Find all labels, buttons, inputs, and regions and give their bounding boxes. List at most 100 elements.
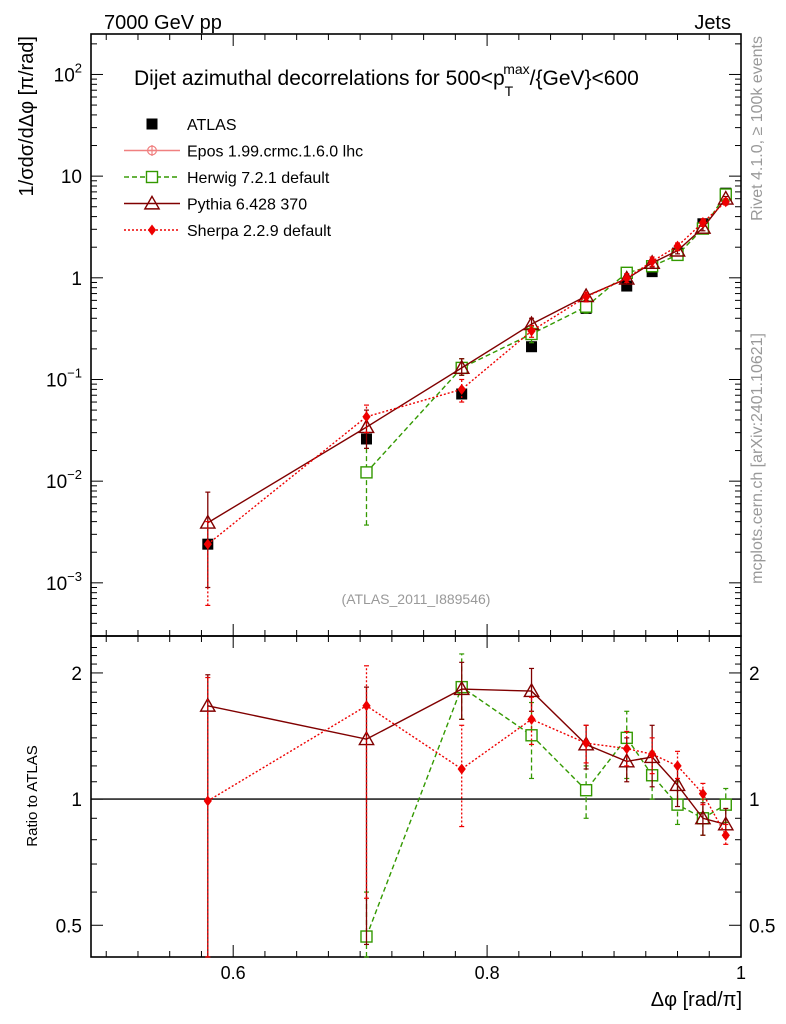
legend-item: ATLAS (146, 117, 237, 134)
marker-diamond (362, 411, 371, 423)
axis-ticks (91, 34, 741, 957)
legend-label: Pythia 6.428 370 (187, 197, 307, 214)
rivet-label: Rivet 4.1.0, ≥ 100k events (749, 36, 766, 221)
y-tick-label: 102 (54, 60, 82, 86)
chart-title-main: Dijet azimuthal decorrelations for 500<p (134, 67, 505, 90)
marker-triangle (453, 359, 471, 374)
marker-diamond (147, 224, 157, 236)
marker-diamond (721, 829, 730, 841)
y-tick-label-base: 10 (54, 65, 75, 86)
marker-square (526, 341, 538, 353)
main-series-herwig (360, 188, 732, 526)
mcplots-label: mcplots.cern.ch [arXiv:2401.10621] (749, 333, 766, 584)
series-line (207, 704, 727, 836)
marker-triangle (618, 752, 636, 768)
legend-label: ATLAS (187, 117, 237, 134)
y-tick-label: 10−1 (46, 365, 82, 391)
y-tick-label-exp: −1 (67, 365, 82, 380)
y-tick-label: 10−3 (46, 569, 82, 595)
y-tick-label: 10 (61, 167, 82, 188)
x-tick-label: 0.6 (221, 963, 246, 983)
marker-diamond (362, 700, 371, 712)
series-line (365, 686, 727, 937)
marker-diamond (527, 713, 536, 725)
marker-triangle (143, 194, 161, 210)
marker-diamond (527, 325, 536, 337)
ratio-tick-label-right: 1 (749, 790, 760, 811)
ratio-tick-label-left: 2 (71, 664, 82, 685)
y-tick-label: 1 (71, 269, 82, 290)
marker-diamond (203, 538, 212, 550)
x-tick-label: 1 (736, 963, 746, 983)
marker-open-square (360, 466, 373, 479)
legend-item: Epos 1.99.crmc.1.6.0 lhc (124, 144, 363, 161)
y-tick-label-exp: −3 (67, 569, 82, 584)
chart-title: Dijet azimuthal decorrelations for 500<p… (134, 61, 639, 99)
marker-diamond (581, 291, 591, 303)
series-line (207, 688, 726, 826)
ratio-series-pythia (199, 661, 735, 958)
marker-open-square (145, 170, 159, 184)
marker-diamond (698, 216, 708, 228)
marker-diamond (648, 255, 657, 267)
legend-item: Pythia 6.428 370 (124, 194, 307, 214)
ratio-series-herwig (360, 653, 732, 958)
y-tick-label-base: 10 (46, 370, 67, 391)
chart-title-sup: max (503, 61, 529, 77)
ratio-y-axis-label: Ratio to ATLAS (24, 745, 41, 846)
marker-square (621, 280, 633, 292)
marker-diamond (673, 760, 682, 772)
marker-diamond (622, 743, 631, 755)
marker-diamond (622, 272, 631, 284)
analysis-id: (ATLAS_2011_I889546) (342, 591, 491, 607)
marker-diamond (457, 763, 466, 775)
marker-triangle (523, 682, 540, 698)
legend-label: Epos 1.99.crmc.1.6.0 lhc (187, 144, 363, 161)
ratio-series-sherpa (203, 665, 730, 958)
marker-triangle (694, 219, 712, 234)
header-left: 7000 GeV pp (104, 12, 222, 34)
header-right: Jets (694, 12, 731, 34)
ratio-tick-label-left: 1 (71, 790, 82, 811)
marker-square (146, 118, 158, 130)
marker-diamond (721, 196, 730, 208)
x-tick-label: 0.8 (475, 963, 500, 983)
series-line (207, 198, 727, 524)
marker-diamond (673, 240, 682, 252)
series-line (207, 201, 727, 545)
y-tick-label-base: 1 (71, 269, 82, 290)
data-series (199, 187, 735, 958)
y-tick-label-base: 10 (46, 574, 67, 595)
main-series-sherpa (203, 196, 730, 606)
y-tick-label: 10−2 (46, 467, 82, 493)
y-axis-label: 1/σdσ/dΔφ [π/rad] (16, 36, 38, 196)
ratio-plot-frame (90, 635, 742, 958)
marker-triangle (694, 809, 712, 825)
legend-item: Sherpa 2.2.9 default (124, 223, 332, 240)
legend-item: Herwig 7.2.1 default (124, 170, 330, 187)
ratio-tick-label-left: 0.5 (56, 916, 82, 937)
legend: ATLAS Epos 1.99.crmc.1.6.0 lhc Herwig 7.2.… (124, 117, 363, 240)
marker-diamond (698, 788, 708, 800)
marker-diamond (648, 748, 657, 760)
ratio-tick-label-right: 2 (749, 664, 760, 685)
chart-title-sub: T (505, 83, 514, 99)
legend-label: Sherpa 2.2.9 default (187, 223, 332, 240)
marker-diamond (581, 737, 591, 749)
marker-diamond (457, 383, 466, 395)
legend-label: Herwig 7.2.1 default (187, 170, 330, 187)
chart-title-tail: /{GeV}<600 (530, 67, 639, 90)
y-tick-label-exp: −2 (67, 467, 82, 482)
y-tick-label-base: 10 (46, 472, 67, 493)
marker-triangle (643, 748, 661, 764)
marker-open-square (579, 300, 593, 313)
marker-triangle (453, 680, 471, 696)
series-line (365, 194, 727, 473)
ratio-tick-label-right: 0.5 (749, 916, 775, 937)
marker-cross (146, 145, 158, 156)
y-tick-label-base: 10 (61, 167, 82, 188)
marker-triangle (669, 776, 686, 792)
marker-triangle (669, 242, 686, 257)
